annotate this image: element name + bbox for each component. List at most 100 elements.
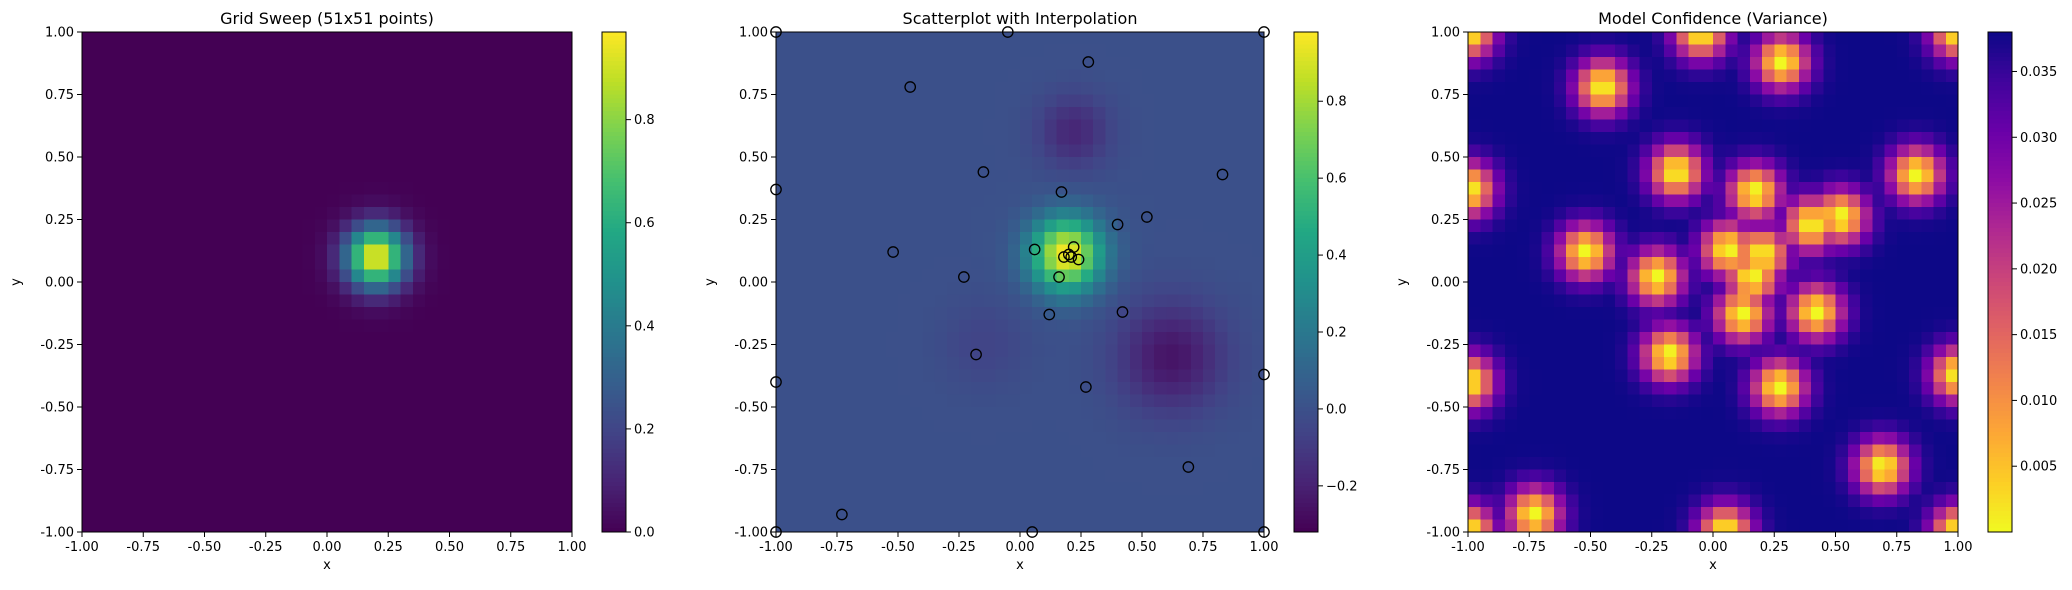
heatmap-cell [824, 182, 838, 196]
heatmap-cell [376, 207, 389, 221]
colorbar-step [1294, 94, 1318, 100]
heatmap-cell [922, 332, 936, 346]
heatmap-cell [351, 119, 365, 133]
heatmap-cell [106, 107, 120, 121]
heatmap-cell [400, 57, 414, 71]
colorbar-step [1294, 527, 1318, 533]
heatmap-cell [1154, 282, 1167, 296]
heatmap-cell [216, 369, 230, 383]
heatmap-cell [1884, 294, 1898, 308]
heatmap-cell [229, 119, 242, 133]
heatmap-cell [94, 69, 108, 83]
heatmap-cell [1541, 282, 1555, 296]
heatmap-cell [946, 107, 960, 121]
heatmap-cell [959, 44, 972, 58]
heatmap-cell [837, 32, 850, 46]
heatmap-cell [1811, 269, 1824, 283]
heatmap-cell [1056, 344, 1070, 358]
heatmap-cell [461, 257, 475, 271]
heatmap-cell [400, 344, 414, 358]
heatmap-cell [1602, 369, 1616, 383]
colorbar-step [602, 298, 626, 304]
heatmap-cell [788, 44, 801, 58]
heatmap-cell [1811, 482, 1824, 496]
heatmap-cell [388, 82, 402, 96]
heatmap-cell [265, 457, 279, 471]
heatmap-cell [155, 157, 169, 171]
heatmap-cell [498, 119, 512, 133]
heatmap-cell [1068, 32, 1082, 46]
colorbar-step [1294, 98, 1318, 104]
heatmap-cell [995, 107, 1009, 121]
heatmap-cell [1553, 32, 1567, 46]
heatmap-cell [302, 519, 316, 533]
heatmap-cell [523, 344, 536, 358]
colorbar-step [602, 457, 626, 462]
heatmap-cell [523, 282, 536, 296]
colorbar-step [1294, 211, 1318, 216]
heatmap-cell [1627, 257, 1641, 271]
heatmap-cell [461, 282, 475, 296]
heatmap-cell [1798, 269, 1812, 283]
heatmap-cell [1468, 332, 1481, 346]
heatmap-cell [1602, 469, 1616, 483]
heatmap-cell [1044, 169, 1058, 183]
heatmap-cell [1811, 57, 1824, 71]
heatmap-cell [1823, 144, 1837, 158]
heatmap-cell [1713, 32, 1726, 46]
heatmap-cell [849, 182, 862, 196]
heatmap-cell [265, 69, 279, 83]
heatmap-cell [788, 219, 801, 233]
heatmap-cell [118, 332, 132, 346]
heatmap-cell [1190, 269, 1204, 283]
heatmap-cell [1105, 507, 1119, 521]
heatmap-cell [1032, 219, 1045, 233]
heatmap-cell [180, 394, 193, 408]
heatmap-cell [204, 494, 218, 508]
heatmap-cell [241, 194, 255, 208]
heatmap-cell [1227, 357, 1241, 371]
heatmap-cell [1468, 232, 1481, 246]
heatmap-cell [1688, 444, 1702, 458]
heatmap-cell [898, 457, 911, 471]
heatmap-cell [983, 207, 997, 221]
heatmap-cell [339, 182, 353, 196]
heatmap-cell [849, 444, 862, 458]
heatmap-cell [1786, 494, 1800, 508]
colorbar-step [602, 361, 626, 366]
heatmap-cell [278, 519, 291, 533]
heatmap-cell [1480, 407, 1494, 421]
heatmap-cell [946, 307, 960, 321]
heatmap-cell [486, 482, 500, 496]
heatmap-cell [946, 182, 960, 196]
heatmap-cell [922, 132, 936, 146]
heatmap-cell [1044, 357, 1058, 371]
heatmap-cell [302, 357, 316, 371]
heatmap-cell [106, 407, 120, 421]
heatmap-cell [837, 169, 850, 183]
heatmap-cell [412, 382, 426, 396]
heatmap-cell [1251, 232, 1265, 246]
heatmap-cell [1044, 419, 1058, 433]
heatmap-cell [547, 319, 561, 333]
heatmap-cell [1762, 244, 1775, 258]
heatmap-cell [1239, 407, 1253, 421]
heatmap-cell [1872, 519, 1886, 533]
heatmap-cell [1166, 44, 1180, 58]
heatmap-cell [131, 382, 144, 396]
heatmap-cell [461, 344, 475, 358]
heatmap-cell [983, 269, 997, 283]
heatmap-cell [1823, 444, 1837, 458]
heatmap-cell [449, 294, 463, 308]
heatmap-cell [776, 269, 789, 283]
heatmap-cell [412, 44, 426, 58]
heatmap-cell [106, 419, 120, 433]
heatmap-cell [934, 257, 948, 271]
heatmap-cell [1786, 432, 1800, 446]
heatmap-cell [253, 157, 267, 171]
heatmap-cell [1227, 57, 1241, 71]
heatmap-cell [265, 169, 279, 183]
heatmap-cell [1627, 207, 1641, 221]
heatmap-cell [1749, 107, 1763, 121]
